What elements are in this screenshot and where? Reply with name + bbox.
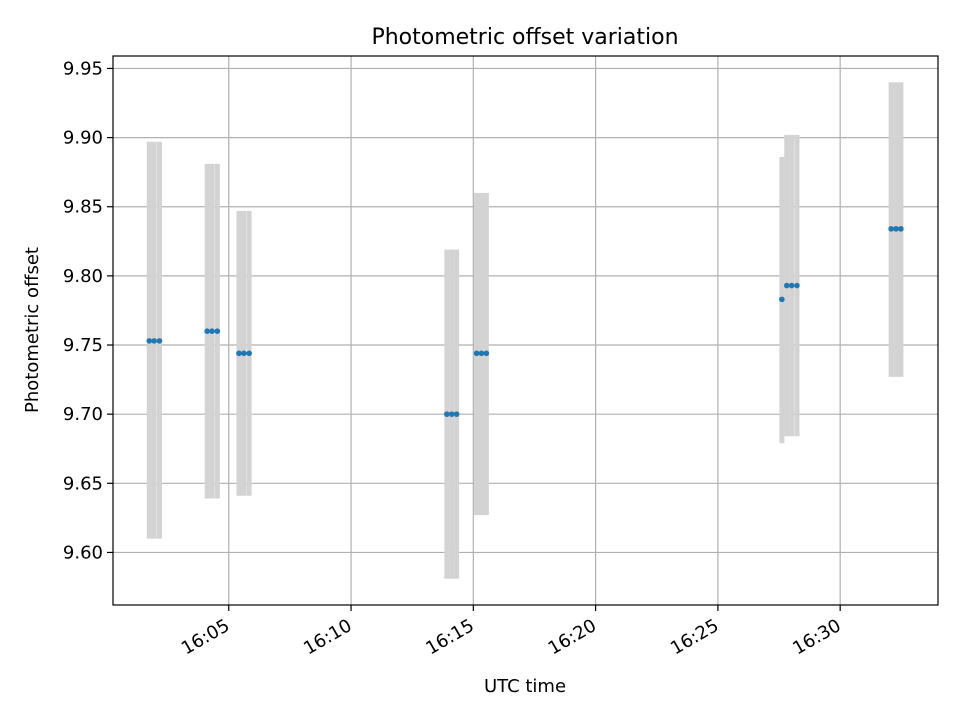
- data-point: [209, 328, 215, 334]
- data-point: [241, 350, 247, 357]
- x-axis-label: UTC time: [484, 676, 566, 697]
- data-point: [151, 338, 157, 344]
- data-point: [453, 411, 460, 417]
- data-point: [483, 350, 490, 357]
- data-point: [783, 282, 790, 289]
- data-point: [246, 350, 252, 357]
- y-axis-ticks: 9.60 9.65 9.70 9.75 9.80 9.85 9.90 9.95: [63, 58, 113, 563]
- y-tick-label: 9.70: [63, 404, 103, 425]
- plot-frame: [112, 55, 939, 606]
- y-tick-label: 9.65: [63, 473, 103, 494]
- data-point: [236, 350, 242, 357]
- data-point: [146, 338, 153, 344]
- data-point: [448, 411, 455, 417]
- y-tick-label: 9.80: [63, 266, 103, 287]
- y-tick-label: 9.95: [63, 58, 103, 79]
- data-point: [888, 226, 894, 232]
- data-point: [444, 411, 450, 417]
- data-point: [156, 338, 163, 344]
- data-point: [779, 296, 785, 303]
- data-point: [893, 226, 899, 232]
- data-point: [214, 328, 221, 334]
- chart-title: Photometric offset variation: [371, 25, 678, 50]
- y-tick-label: 9.85: [63, 197, 103, 218]
- y-tick-label: 9.60: [63, 542, 103, 563]
- y-axis-label: Photometric offset: [22, 247, 43, 413]
- data-point: [478, 350, 485, 357]
- data-point: [788, 282, 795, 289]
- data-point: [794, 282, 800, 289]
- data-point: [204, 328, 210, 334]
- y-tick-label: 9.75: [63, 335, 103, 356]
- data-point: [473, 350, 480, 357]
- data-point: [898, 226, 904, 232]
- data-points: [146, 226, 904, 417]
- y-tick-label: 9.90: [63, 128, 103, 149]
